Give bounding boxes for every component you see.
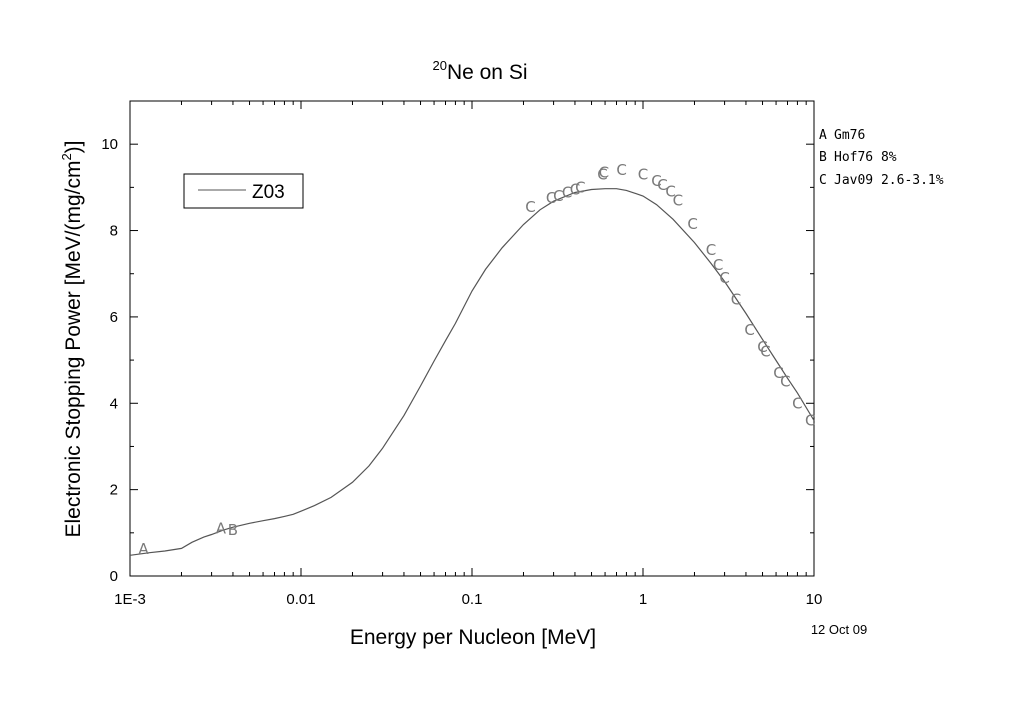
x-tick-label: 10: [806, 591, 823, 608]
ref-legend-entry-b: B Hof76 8%: [819, 150, 897, 165]
data-point-b: B: [228, 521, 238, 539]
y-label-main: Electronic Stopping Power [MeV/(mg/cm: [62, 161, 85, 538]
data-point-c: C: [657, 176, 667, 194]
y-axis-label: Electronic Stopping Power [MeV/(mg/cm2)]: [59, 140, 85, 537]
data-point-c: C: [687, 215, 697, 233]
data-point-c: C: [597, 165, 607, 183]
x-tick-label: 0.1: [462, 591, 483, 608]
data-point-c: C: [673, 191, 683, 209]
curve-legend: Z03: [183, 173, 304, 209]
data-point-c: C: [731, 291, 741, 309]
data-point-c: C: [562, 184, 572, 202]
curve-legend-label: Z03: [252, 182, 285, 203]
x-axis-label: Energy per Nucleon [MeV]: [350, 626, 596, 649]
data-point-c: C: [575, 178, 585, 196]
ref-legend-entry-a: A Gm76: [819, 128, 865, 143]
data-point-c: C: [744, 321, 754, 339]
chart-title: 20Ne on Si: [432, 58, 527, 84]
ref-legend-letter-a: A: [819, 128, 827, 143]
y-tick-label: 4: [110, 395, 118, 412]
y-tick-label: 6: [110, 309, 118, 326]
x-tick-label: 1E-3: [114, 591, 146, 608]
ref-legend-text-a: Gm76: [834, 128, 865, 143]
y-label-superscript: 2: [59, 153, 74, 160]
ref-legend-text-c: Jav09 2.6-3.1%: [834, 173, 944, 188]
series-line-z03: [129, 188, 815, 556]
ref-legend-text-b: Hof76 8%: [834, 150, 897, 165]
ref-legend-letter-b: B: [819, 150, 827, 165]
data-point-c: C: [651, 172, 661, 190]
data-point-c: C: [780, 373, 790, 391]
data-point-a: A: [216, 520, 227, 538]
data-point-c: C: [616, 161, 626, 179]
data-point-c: C: [757, 338, 767, 356]
y-tick-label: 0: [110, 568, 118, 585]
data-point-c: C: [638, 165, 648, 183]
date-stamp: 12 Oct 09: [811, 622, 867, 637]
curve-legend-box: [183, 173, 304, 209]
data-point-c: C: [525, 198, 535, 216]
data-point-c: C: [805, 412, 815, 430]
data-point-c: C: [760, 342, 770, 360]
data-point-a: A: [138, 540, 149, 558]
reference-legend: A Gm76 B Hof76 8% C Jav09 2.6-3.1%: [819, 128, 944, 188]
data-point-c: C: [599, 163, 609, 181]
ref-legend-letter-c: C: [819, 173, 827, 188]
data-point-c: C: [713, 256, 723, 274]
ref-legend-entry-c: C Jav09 2.6-3.1%: [819, 173, 944, 188]
data-point-c: C: [706, 241, 716, 259]
y-label-end: )]: [62, 140, 85, 153]
data-point-c: C: [570, 181, 580, 199]
x-tick-label: 0.01: [286, 591, 315, 608]
x-tick-label: 1: [639, 591, 647, 608]
title-text: Ne on Si: [447, 61, 528, 84]
plot-frame: [129, 100, 815, 577]
x-axis-ticks: 1E-3 0.01 0.1 1 10: [114, 101, 822, 608]
data-point-c: C: [665, 183, 675, 201]
title-superscript: 20: [432, 58, 446, 73]
y-tick-label: 2: [110, 482, 118, 499]
data-point-c: C: [792, 394, 802, 412]
y-tick-label: 10: [101, 136, 118, 153]
y-axis-ticks: 0 2 4 6 8 10: [101, 100, 814, 585]
data-point-c: C: [719, 269, 729, 287]
data-point-c: C: [773, 364, 783, 382]
y-tick-label: 8: [110, 223, 118, 240]
data-point-c: C: [546, 189, 556, 207]
data-point-c: C: [553, 187, 563, 205]
